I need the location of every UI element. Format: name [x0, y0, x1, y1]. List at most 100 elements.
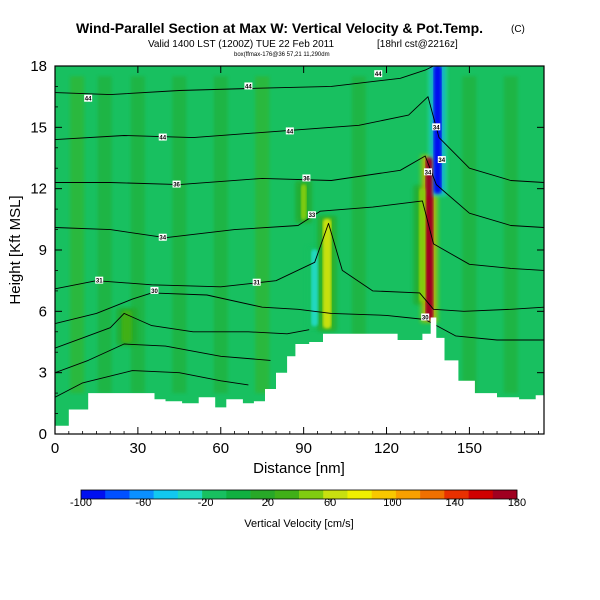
colorbar-tick-label: -100 [70, 497, 92, 509]
chart-title: Wind-Parallel Section at Max W: Vertical… [76, 20, 483, 36]
colorbar-frame [80, 489, 518, 500]
chart-subtitle-tag: [18hrl cst@2216z] [377, 39, 458, 50]
contour-label-box [158, 133, 167, 141]
velocity-core-up [419, 188, 426, 302]
colorbar-swatch [226, 490, 251, 499]
colorbar-tick-label: 140 [446, 497, 464, 509]
colorbar-tick-label: 100 [383, 497, 401, 509]
theta-contour-line [55, 343, 271, 374]
velocity-texture-band [172, 76, 187, 394]
colorbar-swatch [444, 490, 469, 499]
colorbar-swatch [468, 490, 494, 499]
contour-label: 34 [159, 236, 166, 242]
y-axis-label: Height [Kft MSL] [7, 195, 24, 304]
chart-subtitle: Valid 1400 LST (1200Z) TUE 22 Feb 2011 [148, 39, 334, 50]
colorbar-swatch [105, 490, 130, 499]
contour-label-box [432, 123, 441, 131]
contour-label: 44 [245, 84, 252, 90]
theta-contours [55, 66, 544, 398]
contour-label: 31 [253, 281, 260, 287]
contour-label: 30 [422, 315, 429, 321]
colorbar-swatch [177, 490, 203, 499]
x-tick-label: 60 [212, 440, 229, 457]
colorbar-tick-label: -20 [198, 497, 214, 509]
colorbar-tick-label: 60 [324, 497, 336, 509]
colorbar-swatch [371, 490, 397, 499]
chart-title-mark: (C) [511, 24, 525, 35]
contour-labels: 44 44 44 44 44 34 36 36 34 34 34 33 31 30 31 30 [84, 70, 446, 321]
velocity-core-down [311, 250, 318, 326]
x-tick-label: 30 [130, 440, 147, 457]
contour-label: 31 [96, 279, 103, 285]
colorbar-swatch [420, 490, 445, 499]
contour-label-box [172, 180, 181, 188]
x-axis: 0 30 60 90 120 150 [51, 66, 539, 457]
contour-label: 36 [173, 183, 180, 189]
velocity-texture-band [70, 76, 85, 394]
velocity-texture-band [503, 76, 518, 394]
contour-label-box [84, 94, 93, 102]
contour-label: 44 [286, 129, 293, 135]
y-tick-label: 6 [39, 303, 47, 320]
colorbar: -100 -60 -20 20 60 100 140 180 [70, 489, 526, 509]
theta-contour-line [55, 222, 544, 312]
contour-label: 44 [375, 72, 382, 78]
y-tick-label: 3 [39, 365, 47, 382]
contour-label-box [150, 286, 159, 294]
terrain [55, 317, 544, 434]
contour-label-box [437, 156, 446, 164]
contour-label: 33 [309, 213, 316, 219]
velocity-texture-band [255, 76, 270, 394]
contour-label: 44 [85, 97, 92, 103]
x-tick-label: 0 [51, 440, 59, 457]
contour-label-box [252, 278, 261, 286]
chart-subtitle-2: box(ffmax-176@36 57,21 11,290dm [234, 52, 330, 58]
velocity-core-up [122, 311, 131, 342]
colorbar-tick-label: 180 [508, 497, 526, 509]
x-axis-label: Distance [nm] [253, 460, 345, 477]
y-tick-label: 9 [39, 242, 47, 259]
theta-contour-line [55, 96, 544, 183]
colorbar-swatch [299, 490, 324, 499]
colorbar-tick-label: -60 [135, 497, 151, 509]
y-tick-label: 0 [39, 426, 47, 443]
contour-label: 30 [151, 289, 158, 295]
colorbar-swatch [492, 490, 518, 499]
velocity-texture-band [213, 76, 228, 394]
colorbar-swatch [250, 490, 276, 499]
colorbar-swatch [81, 490, 106, 499]
contour-label-box [285, 127, 294, 135]
x-tick-label: 120 [374, 440, 399, 457]
theta-contour-line [55, 200, 544, 271]
contour-label-box [307, 211, 316, 219]
colorbar-swatch [395, 490, 421, 499]
y-tick-label: 18 [30, 58, 47, 75]
contour-label: 44 [159, 136, 166, 142]
contour-label: 34 [425, 170, 432, 176]
theta-contour-line [55, 155, 544, 228]
contour-label: 36 [303, 176, 310, 182]
contour-label-box [302, 174, 311, 182]
colorbar-swatch [323, 490, 348, 499]
colorbar-swatch [129, 490, 154, 499]
velocity-field [70, 66, 518, 394]
colorbar-label: Vertical Velocity [cm/s] [244, 518, 353, 530]
x-tick-label: 150 [457, 440, 482, 457]
colorbar-swatch [347, 490, 372, 499]
colorbar-swatch [153, 490, 179, 499]
velocity-core-up [323, 219, 331, 328]
theta-contour-line [55, 292, 544, 341]
velocity-texture-band [462, 76, 477, 394]
contour-label-box [423, 168, 432, 176]
contour-label-box [244, 82, 253, 90]
x-tick-label: 90 [295, 440, 312, 457]
contour-label-box [374, 70, 383, 78]
contour-label-box [95, 276, 104, 284]
theta-contour-line [55, 312, 310, 349]
contour-label: 34 [438, 158, 445, 164]
colorbar-tick-label: 20 [262, 497, 274, 509]
contour-label-box [421, 313, 430, 321]
theta-contour-line [55, 370, 249, 398]
